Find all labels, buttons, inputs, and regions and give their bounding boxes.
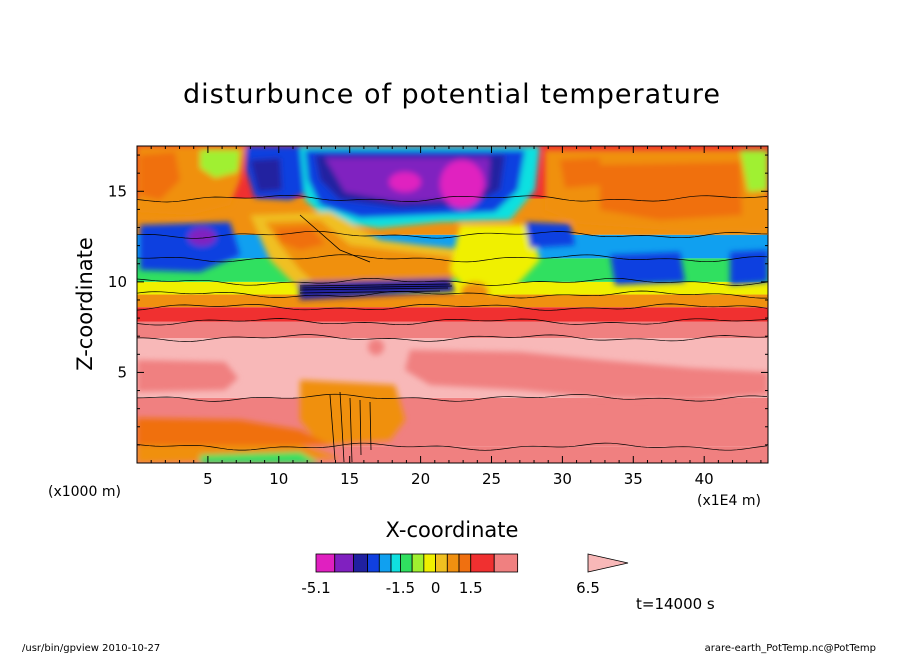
x-tick-label: 5 bbox=[203, 470, 213, 488]
colorbar-swatch bbox=[470, 553, 495, 573]
contour-blob bbox=[440, 160, 484, 208]
contour-blobs bbox=[137, 146, 768, 463]
contour-line bbox=[137, 290, 767, 299]
chart-title: disturbunce of potential temperature bbox=[183, 79, 721, 110]
contour-blob bbox=[461, 282, 489, 302]
colorbar-swatch bbox=[367, 553, 380, 573]
contour-line bbox=[137, 318, 768, 326]
x-tick-label: 25 bbox=[482, 470, 501, 488]
x-tick-label: 20 bbox=[411, 470, 430, 488]
colorbar-label: -5.1 bbox=[301, 579, 330, 597]
colorbar-label: 1.5 bbox=[459, 579, 483, 597]
y-axis-label: Z-coordinate bbox=[73, 237, 97, 371]
colorbar-swatch bbox=[378, 553, 392, 573]
contour-blob bbox=[368, 339, 384, 355]
contour-blob bbox=[275, 226, 325, 250]
contour-blob bbox=[200, 452, 320, 463]
contour-blob bbox=[730, 250, 768, 285]
contour-line bbox=[137, 393, 768, 402]
contour-lines bbox=[137, 194, 768, 451]
y-tick-label: 10 bbox=[108, 273, 127, 291]
contour-blob bbox=[740, 150, 768, 192]
contour-blob bbox=[300, 380, 405, 445]
time-label: t=14000 s bbox=[636, 595, 715, 613]
x-tick-label: 35 bbox=[624, 470, 643, 488]
contour-field bbox=[137, 146, 768, 463]
plot-frame bbox=[136, 145, 769, 464]
x-unit-label: (x1E4 m) bbox=[697, 493, 761, 509]
shear-line bbox=[329, 391, 372, 463]
y-tick-label: 5 bbox=[117, 363, 127, 381]
colorbar-swatch bbox=[411, 553, 425, 573]
contour-blob bbox=[389, 172, 421, 192]
colorbar-swatch bbox=[400, 553, 413, 573]
shear-line bbox=[299, 283, 451, 287]
colorbar-swatch bbox=[458, 553, 472, 573]
contour-blob bbox=[250, 158, 282, 192]
contour-blob bbox=[450, 225, 540, 296]
contour-blob bbox=[560, 158, 600, 188]
contour-line bbox=[137, 442, 768, 451]
x-tick-label: 15 bbox=[340, 470, 359, 488]
footer-right: arare-earth_PotTemp.nc@PotTemp bbox=[705, 643, 876, 654]
contour-line bbox=[137, 277, 768, 286]
contour-blob bbox=[600, 162, 742, 220]
colorbar-swatch bbox=[493, 553, 519, 573]
colorbar-swatch bbox=[423, 553, 436, 573]
colorbar-arrow bbox=[587, 553, 629, 573]
x-tick-label: 30 bbox=[553, 470, 572, 488]
colorbar-swatch bbox=[334, 553, 354, 573]
shear-line bbox=[299, 287, 449, 291]
colorbar-swatch bbox=[353, 553, 368, 573]
colorbar-label: -1.5 bbox=[386, 579, 415, 597]
contour-blob bbox=[137, 418, 330, 445]
contour-blob bbox=[525, 222, 575, 248]
shear-line bbox=[299, 214, 371, 263]
y-tick-label: 15 bbox=[108, 182, 127, 200]
colorbar-label: 6.5 bbox=[576, 579, 600, 597]
y-unit-label: (x1000 m) bbox=[48, 484, 121, 500]
colorbar-swatch bbox=[315, 553, 336, 573]
layer-orange-1 bbox=[137, 321, 768, 339]
contour-line bbox=[137, 194, 768, 203]
layer-orange-2 bbox=[137, 307, 768, 322]
contour-blob bbox=[137, 360, 238, 392]
footer-left: /usr/bin/gpview 2010-10-27 bbox=[22, 643, 160, 654]
colorbar bbox=[315, 553, 629, 573]
contour-line bbox=[137, 254, 768, 263]
x-axis-label: X-coordinate bbox=[386, 518, 519, 542]
colorbar-swatch bbox=[390, 553, 401, 573]
x-tick-label: 10 bbox=[269, 470, 288, 488]
layer-yellow-low bbox=[137, 294, 768, 308]
contour-blob bbox=[140, 152, 180, 200]
contour-blob bbox=[610, 252, 685, 285]
contour-blob bbox=[200, 150, 240, 178]
contour-line bbox=[137, 230, 768, 239]
colorbar-label: 0 bbox=[431, 579, 441, 597]
contour-blob bbox=[405, 350, 768, 400]
x-tick-label: 40 bbox=[695, 470, 714, 488]
shear-line bbox=[299, 285, 453, 289]
contour-blob bbox=[188, 228, 216, 246]
shear-lines bbox=[299, 214, 453, 463]
x-axis: 5 10 15 20 25 30 35 40 bbox=[150, 146, 762, 488]
contour-line bbox=[137, 303, 768, 311]
colorbar-swatch bbox=[435, 553, 448, 573]
colorbar-swatch bbox=[446, 553, 460, 573]
colorbar-labels: -5.1 -1.5 0 1.5 6.5 bbox=[301, 579, 600, 597]
contour-line bbox=[137, 334, 768, 342]
y-axis: 5 10 15 bbox=[108, 154, 768, 446]
shear-line bbox=[299, 290, 441, 294]
